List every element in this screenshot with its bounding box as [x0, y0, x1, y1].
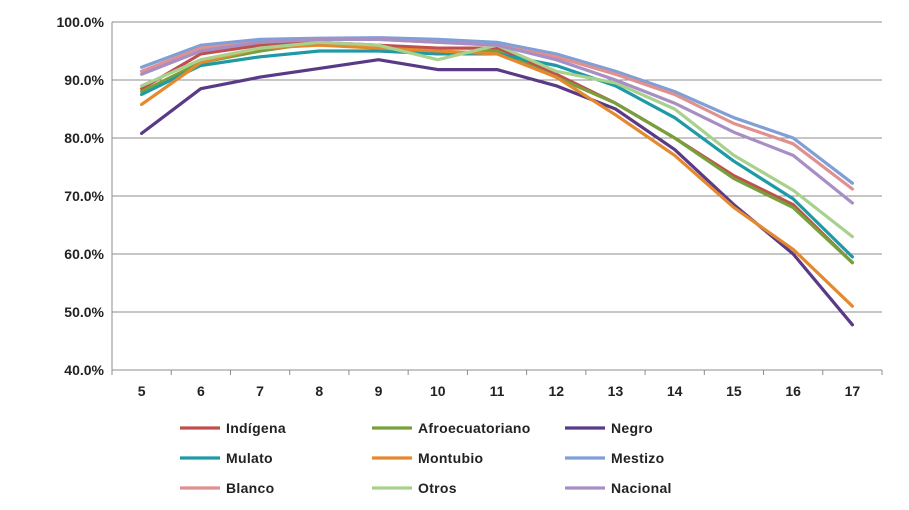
x-tick-label: 10: [430, 383, 446, 399]
series-line-nacional: [140, 37, 855, 205]
legend-label: Blanco: [226, 480, 274, 496]
x-tick-label: 16: [785, 383, 801, 399]
legend-label: Indígena: [226, 420, 286, 436]
axes: 40.0% 50.0% 60.0% 70.0% 80.0% 90.0% 100.0% 5 6 7 8…: [57, 14, 883, 399]
legend-label: Otros: [418, 480, 457, 496]
legend-label: Negro: [611, 420, 653, 436]
y-tick-label: 40.0%: [64, 362, 104, 378]
legend-label: Nacional: [611, 480, 672, 496]
x-tick-label: 5: [138, 383, 146, 399]
y-tick-label: 90.0%: [64, 72, 104, 88]
x-tick-label: 12: [548, 383, 564, 399]
legend: Indígena Afroecuatoriano Negro Mulato Montub…: [180, 420, 672, 496]
x-tick-label: 17: [845, 383, 861, 399]
x-tick-label: 6: [197, 383, 205, 399]
y-tick-label: 60.0%: [64, 246, 104, 262]
series-line-negro: [140, 58, 855, 327]
series-line-afroecuatoriano: [140, 40, 855, 265]
x-tick-label: 14: [667, 383, 683, 399]
x-tick-label: 13: [608, 383, 624, 399]
y-tick-label: 100.0%: [57, 14, 105, 30]
legend-label: Mestizo: [611, 450, 664, 466]
series-line-otros: [140, 40, 855, 239]
y-tick-label: 70.0%: [64, 188, 104, 204]
x-tick-label: 7: [256, 383, 264, 399]
series-line-montubio: [140, 43, 855, 308]
x-tick-label: 9: [375, 383, 383, 399]
legend-label: Montubio: [418, 450, 483, 466]
legend-label: Afroecuatoriano: [418, 420, 531, 436]
y-tick-label: 50.0%: [64, 304, 104, 320]
series-lines: [140, 36, 855, 327]
y-tick-label: 80.0%: [64, 130, 104, 146]
x-tick-label: 11: [490, 383, 505, 399]
series-line-blanco: [140, 37, 855, 191]
legend-label: Mulato: [226, 450, 273, 466]
series-line-mestizo: [140, 36, 855, 185]
x-tick-label: 8: [315, 383, 323, 399]
series-line-mulato: [140, 49, 855, 259]
x-tick-label: 15: [726, 383, 742, 399]
series-line-indígena: [140, 40, 855, 265]
